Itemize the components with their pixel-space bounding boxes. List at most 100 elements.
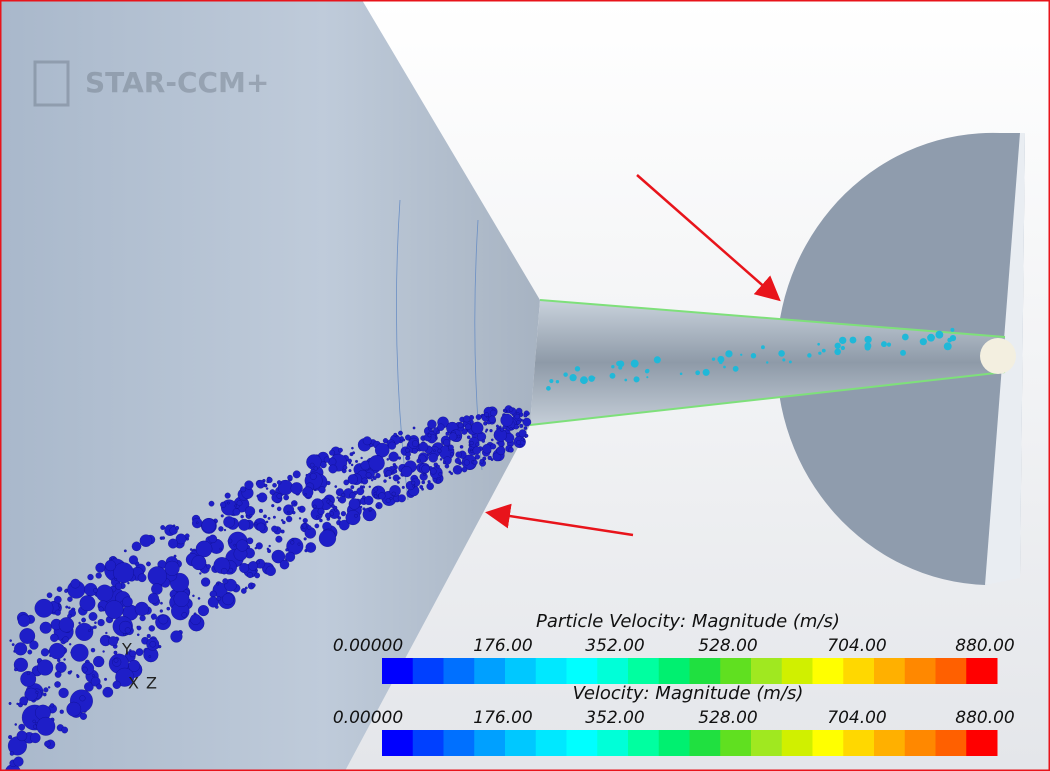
- particle: [467, 436, 470, 439]
- particle: [383, 438, 388, 443]
- particle: [349, 469, 352, 472]
- particle: [482, 440, 485, 443]
- particle: [335, 485, 337, 487]
- particle: [318, 508, 325, 515]
- particle: [439, 472, 443, 476]
- particle: [267, 481, 269, 483]
- particle: [160, 525, 164, 529]
- particle: [850, 337, 857, 344]
- particle: [387, 458, 389, 460]
- particle: [310, 473, 317, 480]
- particle: [405, 448, 409, 452]
- particle: [286, 516, 292, 522]
- particle: [285, 548, 288, 551]
- particle: [703, 369, 710, 376]
- particle: [103, 687, 113, 697]
- particle: [196, 541, 212, 557]
- particle: [327, 481, 331, 485]
- particle: [520, 444, 523, 447]
- particle: [373, 476, 377, 480]
- particle: [450, 452, 453, 455]
- particle: [93, 588, 97, 592]
- particle: [196, 522, 198, 524]
- particle: [360, 485, 362, 487]
- particle: [123, 633, 126, 636]
- particle: [125, 628, 131, 634]
- particle: [124, 550, 127, 553]
- legend-title: Particle Velocity: Magnitude (m/s): [536, 611, 840, 632]
- particle: [751, 353, 756, 358]
- particle: [285, 552, 295, 562]
- particle: [159, 615, 168, 624]
- tick-label: 352.00: [585, 636, 644, 656]
- particle: [349, 498, 360, 509]
- particle: [498, 441, 504, 447]
- particle: [374, 495, 377, 498]
- color-bar-segment: [444, 658, 475, 684]
- particle: [337, 497, 339, 499]
- color-bar-segment: [413, 730, 444, 756]
- particle: [266, 488, 268, 490]
- particle: [437, 431, 440, 434]
- particle: [14, 757, 24, 767]
- particle: [151, 614, 157, 620]
- particle: [293, 471, 301, 479]
- particle: [680, 372, 683, 375]
- particle: [315, 524, 319, 528]
- particle: [370, 444, 373, 447]
- particle: [618, 366, 622, 370]
- particle: [935, 331, 943, 339]
- tick-label: 352.00: [585, 708, 644, 728]
- particle: [422, 465, 430, 473]
- color-bar-segment: [813, 658, 844, 684]
- particle: [419, 442, 428, 451]
- particle: [148, 593, 159, 604]
- particle: [165, 561, 180, 576]
- particle: [239, 563, 249, 573]
- particle: [927, 334, 935, 342]
- particle: [725, 350, 732, 357]
- particle: [457, 435, 460, 438]
- particle: [241, 588, 246, 593]
- color-bar-segment: [751, 658, 782, 684]
- particle: [168, 539, 178, 549]
- particle: [733, 366, 739, 372]
- particle: [304, 537, 307, 540]
- particle: [501, 414, 514, 427]
- particle: [35, 599, 53, 617]
- particle: [303, 518, 308, 523]
- axis-label: Z: [146, 674, 157, 693]
- particle: [313, 505, 316, 508]
- particle: [778, 350, 785, 357]
- particle: [258, 493, 268, 503]
- particle: [115, 578, 117, 580]
- particle: [350, 452, 354, 456]
- particle: [290, 541, 294, 545]
- particle: [834, 348, 841, 355]
- particle: [91, 648, 95, 652]
- particle: [222, 578, 228, 584]
- particle: [105, 632, 107, 634]
- particle: [445, 464, 449, 468]
- particle: [104, 678, 107, 681]
- particle: [96, 563, 106, 573]
- particle: [338, 516, 341, 519]
- particle: [90, 626, 93, 629]
- particle: [807, 353, 811, 357]
- particle: [723, 366, 726, 369]
- color-bar-segment: [966, 730, 997, 756]
- particle: [146, 562, 150, 566]
- particle: [389, 477, 391, 479]
- particle: [902, 334, 909, 341]
- particle: [515, 414, 520, 419]
- particle: [489, 416, 496, 423]
- particle: [695, 370, 700, 375]
- particle: [209, 535, 217, 543]
- particle: [398, 494, 406, 502]
- particle: [433, 450, 435, 452]
- particle: [76, 674, 78, 676]
- particle: [379, 493, 386, 500]
- particle: [129, 555, 138, 564]
- particle: [654, 356, 661, 363]
- particle: [113, 681, 121, 689]
